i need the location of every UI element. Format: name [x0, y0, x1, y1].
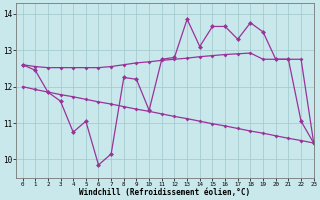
X-axis label: Windchill (Refroidissement éolien,°C): Windchill (Refroidissement éolien,°C): [79, 188, 251, 197]
